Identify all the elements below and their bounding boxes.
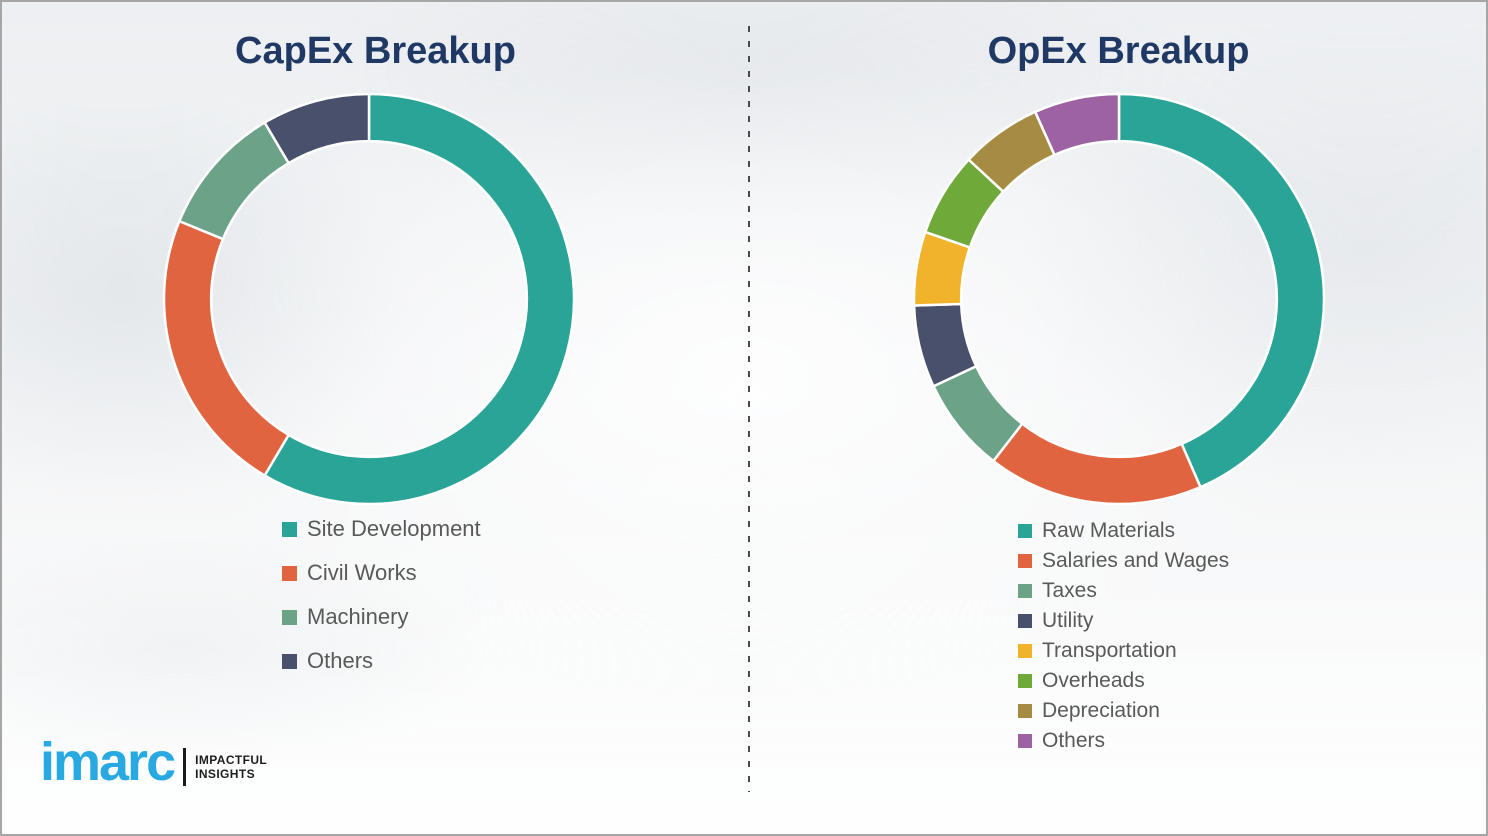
imarc-logo-wordmark: imarc — [40, 732, 176, 792]
legend-label: Raw Materials — [1042, 519, 1176, 542]
imarc-logo: imarc IMPACTFUL INSIGHTS — [40, 735, 267, 789]
legend-label: Machinery — [307, 604, 409, 629]
logo-divider-bar — [183, 748, 187, 786]
legend-item: Machinery — [282, 595, 481, 639]
legend-label: Others — [307, 648, 374, 673]
legend-label: Transportation — [1042, 639, 1177, 662]
legend-label: Site Development — [307, 516, 481, 541]
legend-item: Raw Materials — [1018, 516, 1229, 546]
legend-swatch — [1018, 554, 1032, 568]
legend-label: Taxes — [1042, 579, 1097, 602]
legend-label: Depreciation — [1042, 699, 1160, 722]
legend-swatch — [282, 609, 297, 625]
capex-panel: CapEx Breakup Site Development Civil Work… — [2, 2, 749, 834]
legend-label: Civil Works — [307, 560, 417, 585]
donut-segment-others — [263, 92, 371, 165]
donut-segment-site-development — [263, 92, 576, 506]
legend-item: Transportation — [1018, 636, 1229, 666]
capex-chart-title: CapEx Breakup — [235, 30, 516, 72]
legend-item: Others — [1018, 726, 1229, 756]
section-divider-dashed-line — [748, 26, 750, 792]
capex-donut-chart — [162, 92, 576, 506]
legend-swatch — [282, 653, 297, 669]
donut-segment-machinery — [178, 121, 290, 241]
donut-segment-raw-materials — [1117, 92, 1326, 489]
legend-item: Taxes — [1018, 576, 1229, 606]
legend-swatch — [1018, 644, 1032, 658]
opex-legend: Raw Materials Salaries and Wages Taxes Util… — [1018, 516, 1229, 756]
legend-item: Depreciation — [1018, 696, 1229, 726]
legend-swatch — [282, 521, 297, 537]
legend-swatch — [1018, 584, 1032, 598]
logo-tagline: IMPACTFUL INSIGHTS — [195, 753, 267, 782]
legend-label: Others — [1042, 729, 1106, 752]
legend-swatch — [1018, 614, 1032, 628]
donut-segment-salaries-and-wages — [992, 422, 1202, 506]
donut-segment-civil-works — [162, 219, 290, 477]
legend-label: Utility — [1042, 609, 1094, 632]
legend-label: Overheads — [1042, 669, 1145, 692]
legend-swatch — [1018, 674, 1032, 688]
legend-item: Overheads — [1018, 666, 1229, 696]
legend-swatch — [1018, 524, 1032, 538]
opex-panel: OpEx Breakup Raw Materials Salaries and W… — [749, 2, 1486, 834]
logo-tagline-line2: INSIGHTS — [195, 767, 255, 781]
legend-swatch — [1018, 704, 1032, 718]
legend-item: Utility — [1018, 606, 1229, 636]
legend-item: Civil Works — [282, 551, 481, 595]
legend-item: Site Development — [282, 507, 481, 551]
legend-swatch — [1018, 734, 1032, 748]
legend-item: Others — [282, 639, 481, 683]
logo-tagline-line1: IMPACTFUL — [195, 752, 268, 767]
donut-segment-others — [1033, 92, 1121, 157]
legend-swatch — [282, 565, 297, 581]
capex-legend: Site Development Civil Works Machinery Othe… — [282, 507, 481, 683]
legend-label: Salaries and Wages — [1042, 549, 1230, 572]
legend-item: Salaries and Wages — [1018, 546, 1229, 576]
opex-donut-chart — [912, 92, 1326, 506]
opex-chart-title: OpEx Breakup — [987, 30, 1250, 72]
